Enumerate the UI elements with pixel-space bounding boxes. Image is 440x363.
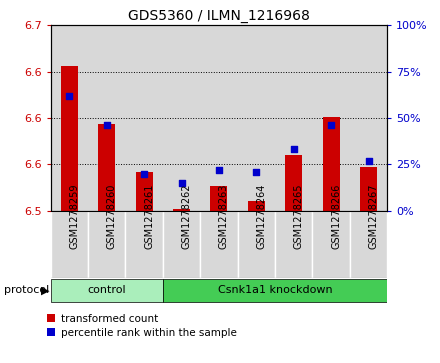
- Bar: [248, 201, 265, 211]
- Point: [178, 180, 185, 186]
- Point: [103, 122, 110, 128]
- Point: [66, 93, 73, 99]
- Title: GDS5360 / ILMN_1216968: GDS5360 / ILMN_1216968: [128, 9, 310, 23]
- Text: GSM1278263: GSM1278263: [219, 183, 229, 249]
- Text: GSM1278265: GSM1278265: [294, 183, 304, 249]
- Text: Csnk1a1 knockdown: Csnk1a1 knockdown: [218, 285, 332, 295]
- Legend: transformed count, percentile rank within the sample: transformed count, percentile rank withi…: [47, 314, 236, 338]
- Bar: [238, 25, 275, 211]
- Text: GSM1278266: GSM1278266: [331, 183, 341, 249]
- FancyBboxPatch shape: [163, 279, 387, 302]
- Bar: [275, 25, 312, 211]
- Bar: [312, 25, 350, 211]
- Text: GSM1278262: GSM1278262: [181, 183, 191, 249]
- FancyBboxPatch shape: [125, 211, 163, 278]
- Bar: [360, 167, 377, 211]
- Bar: [285, 155, 302, 211]
- Bar: [350, 25, 387, 211]
- Bar: [323, 117, 340, 211]
- Text: ▶: ▶: [41, 285, 49, 295]
- Point: [253, 169, 260, 175]
- FancyBboxPatch shape: [51, 211, 88, 278]
- Bar: [98, 124, 115, 211]
- Point: [327, 122, 335, 128]
- FancyBboxPatch shape: [51, 279, 163, 302]
- Point: [290, 147, 297, 152]
- FancyBboxPatch shape: [312, 211, 350, 278]
- Bar: [125, 25, 163, 211]
- Bar: [61, 66, 78, 211]
- FancyBboxPatch shape: [350, 211, 387, 278]
- Text: GSM1278260: GSM1278260: [107, 183, 117, 249]
- Text: GSM1278264: GSM1278264: [256, 183, 266, 249]
- FancyBboxPatch shape: [238, 211, 275, 278]
- Point: [141, 171, 148, 176]
- Text: GSM1278259: GSM1278259: [70, 183, 79, 249]
- Text: GSM1278267: GSM1278267: [368, 183, 378, 249]
- Point: [216, 167, 222, 173]
- Bar: [210, 186, 227, 211]
- FancyBboxPatch shape: [88, 211, 125, 278]
- Bar: [136, 172, 153, 211]
- Bar: [200, 25, 238, 211]
- FancyBboxPatch shape: [200, 211, 238, 278]
- Bar: [173, 209, 190, 211]
- Bar: [51, 25, 88, 211]
- Text: control: control: [88, 285, 126, 295]
- Text: protocol: protocol: [4, 285, 50, 295]
- Text: GSM1278261: GSM1278261: [144, 183, 154, 249]
- FancyBboxPatch shape: [163, 211, 200, 278]
- Point: [365, 158, 372, 163]
- FancyBboxPatch shape: [275, 211, 312, 278]
- Bar: [163, 25, 200, 211]
- Bar: [88, 25, 125, 211]
